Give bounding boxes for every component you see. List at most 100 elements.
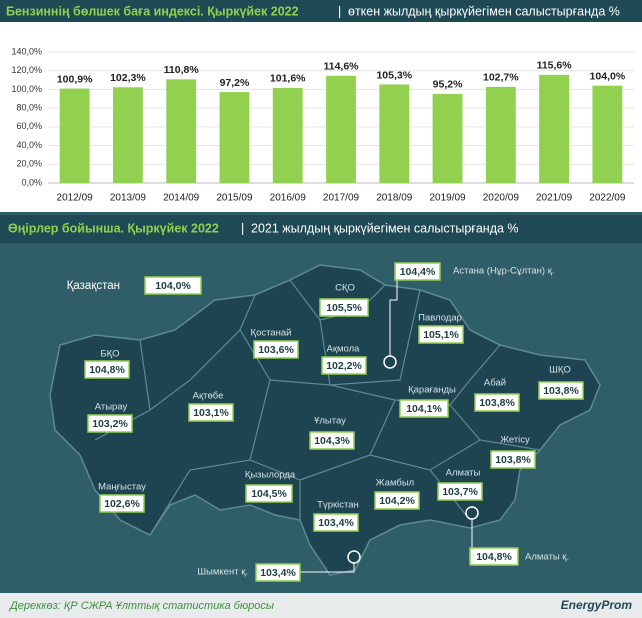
region-value: 104,0% xyxy=(155,280,191,292)
region-name: Ақтөбе xyxy=(193,391,224,402)
y-tick-label: 20,0% xyxy=(16,159,42,169)
y-tick-label: 120,0% xyxy=(11,65,42,75)
bar xyxy=(166,79,197,183)
value-box xyxy=(188,403,234,422)
value-label: 114,6% xyxy=(323,61,359,73)
region-value: 105,1% xyxy=(423,329,459,341)
bar xyxy=(539,74,570,183)
value-box xyxy=(309,431,355,450)
region-name: Алматы xyxy=(446,468,481,479)
value-box xyxy=(469,547,519,566)
region-value: 103,6% xyxy=(258,344,294,356)
region-name: Астана (Нұр-Сұлтан) қ. xyxy=(453,266,555,277)
value-box xyxy=(313,513,359,532)
bar xyxy=(112,87,143,183)
y-tick-label: 100,0% xyxy=(11,84,42,94)
value-box xyxy=(319,298,369,317)
region-name: Атырау xyxy=(95,402,128,413)
value-box xyxy=(490,450,536,469)
x-tick-label: 2012/09 xyxy=(57,193,94,204)
y-tick-label: 80,0% xyxy=(16,103,42,113)
map-subtitle: 2021 жылдың қыркүйегімен салыстырғанда % xyxy=(251,221,519,235)
region-name: Түркістан xyxy=(317,500,359,511)
region-name: Маңғыстау xyxy=(98,482,146,493)
region-name: БҚО xyxy=(100,349,119,360)
region-value: 103,8% xyxy=(495,454,531,466)
region-name: Жетісу xyxy=(500,435,530,446)
x-tick-label: 2020/09 xyxy=(483,193,520,204)
region-value: 105,5% xyxy=(326,302,362,314)
region-value: 104,2% xyxy=(379,495,415,507)
chart-title: Бензиннің бөлшек баға индексі. Қыркүйек … xyxy=(6,4,299,18)
value-box xyxy=(437,482,483,501)
value-label: 105,3% xyxy=(376,69,412,81)
footer-bar xyxy=(0,593,642,618)
region-borders xyxy=(94,279,541,536)
value-box xyxy=(255,563,301,582)
y-tick-label: 0,0% xyxy=(21,177,42,187)
map-header-bar xyxy=(0,215,642,243)
bar xyxy=(59,88,90,183)
value-label: 102,7% xyxy=(483,72,519,84)
x-tick-label: 2017/09 xyxy=(323,193,360,204)
regions: Қазақстан 104,0% Астана (Нұр-Сұлтан) қ. 104… xyxy=(67,262,584,582)
leader-line xyxy=(299,563,355,573)
bar xyxy=(272,87,303,183)
value-box xyxy=(374,491,420,510)
region-value: 103,7% xyxy=(442,486,478,498)
chart-subtitle: өткен жылдың қыркүйегімен салыстырғанда … xyxy=(348,4,620,18)
value-box xyxy=(321,356,367,375)
leader-line xyxy=(389,279,398,356)
region-name: Шымкент қ. xyxy=(197,567,248,578)
value-box xyxy=(474,393,520,412)
y-tick-label: 40,0% xyxy=(16,140,42,150)
value-box xyxy=(99,494,145,513)
value-label: 100,9% xyxy=(57,73,93,85)
value-box xyxy=(87,414,133,433)
map-title: Өңірлер бойынша. Қыркүйек 2022 xyxy=(8,221,219,235)
source: Дереккөз: ҚР СЖРА Ұлттық статистика бюро… xyxy=(8,600,274,612)
region-name: Қарағанды xyxy=(408,385,456,396)
region-name: Ұлытау xyxy=(314,416,346,427)
region-name: СҚО xyxy=(335,283,355,294)
region-value: 104,5% xyxy=(251,488,287,500)
bar xyxy=(485,86,516,183)
brand: EnergyProm xyxy=(561,598,633,612)
x-tick-label: 2018/09 xyxy=(376,193,413,204)
region-value: 103,4% xyxy=(318,517,354,529)
x-tick-label: 2022/09 xyxy=(589,193,626,204)
bar xyxy=(432,93,463,183)
chart-panel xyxy=(0,22,642,212)
bar xyxy=(379,84,410,183)
x-tick-label: 2019/09 xyxy=(429,193,466,204)
region-name: ШҚО xyxy=(549,365,571,376)
value-label: 101,6% xyxy=(270,73,306,85)
region-value: 104,1% xyxy=(406,403,442,415)
value-label: 110,8% xyxy=(164,64,200,76)
value-label: 95,2% xyxy=(433,79,463,91)
bar xyxy=(326,75,356,183)
divider: | xyxy=(338,4,341,18)
region-name: Жамбыл xyxy=(376,478,414,489)
value-box xyxy=(144,276,202,295)
value-box xyxy=(245,484,293,503)
x-tick-label: 2013/09 xyxy=(110,193,147,204)
region-name: Абай xyxy=(484,378,506,389)
value-label: 97,2% xyxy=(220,77,250,89)
y-tick-label: 60,0% xyxy=(16,121,42,131)
bar xyxy=(592,85,623,183)
region-value: 104,8% xyxy=(89,364,125,376)
region-value: 103,2% xyxy=(92,418,128,430)
bar xyxy=(219,92,250,183)
bar-chart: 0,0% 20,0% 40,0% 60,0% 80,0% 100,0% 120,0% 140,… xyxy=(11,46,634,204)
region-name: Қазақстан xyxy=(67,280,120,292)
region-value: 102,6% xyxy=(104,498,140,510)
region-value: 103,8% xyxy=(479,397,515,409)
value-label: 104,0% xyxy=(590,70,626,82)
x-tick-label: 2016/09 xyxy=(270,193,307,204)
value-label: 102,3% xyxy=(110,72,146,84)
region-value: 104,8% xyxy=(476,551,512,563)
value-box xyxy=(394,262,441,281)
